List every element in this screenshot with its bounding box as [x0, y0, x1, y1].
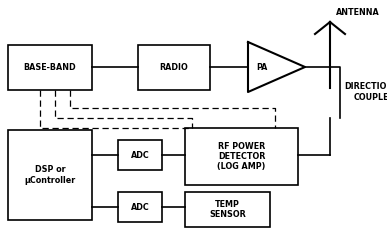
Bar: [8, 130, 92, 220]
Bar: [138, 45, 210, 90]
Text: PA: PA: [256, 62, 268, 71]
Text: ANTENNA: ANTENNA: [336, 8, 380, 17]
Bar: [118, 192, 162, 222]
Text: RADIO: RADIO: [159, 63, 188, 72]
Text: BASE-BAND: BASE-BAND: [24, 63, 76, 72]
Bar: [185, 192, 270, 227]
Bar: [118, 140, 162, 170]
Text: ADC: ADC: [131, 151, 149, 160]
Bar: [8, 45, 92, 90]
Text: ADC: ADC: [131, 203, 149, 212]
Bar: [185, 128, 298, 185]
Text: RF POWER
DETECTOR
(LOG AMP): RF POWER DETECTOR (LOG AMP): [217, 142, 266, 171]
Text: TEMP
SENSOR: TEMP SENSOR: [209, 200, 246, 219]
Text: DSP or
μController: DSP or μController: [24, 165, 75, 185]
Text: DIRECTIONAL
COUPLER: DIRECTIONAL COUPLER: [344, 82, 387, 102]
